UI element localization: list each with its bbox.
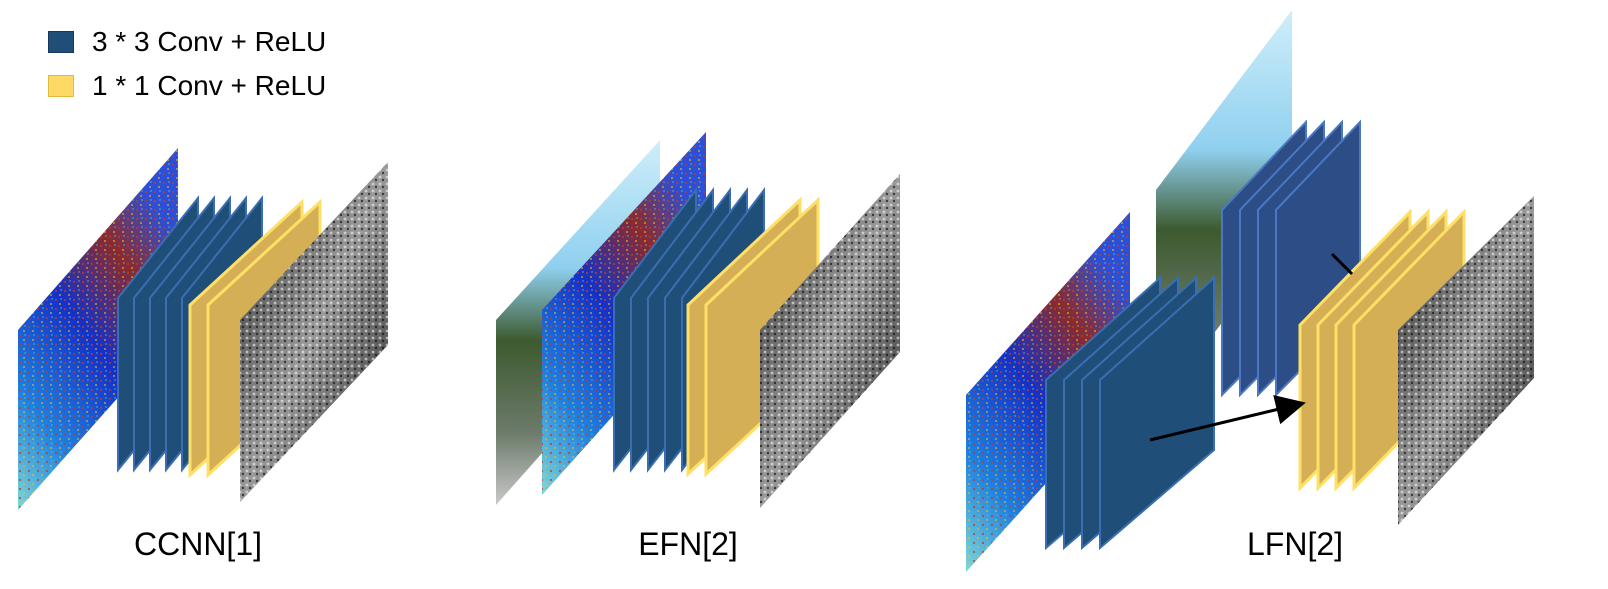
legend-item-3x3: 3 * 3 Conv + ReLU xyxy=(48,20,326,64)
conv3x3-stack-cost xyxy=(1045,275,1215,551)
confidence-map-image xyxy=(240,162,388,502)
efn-network xyxy=(496,132,900,508)
caption-ccnn: CCNN[1] xyxy=(133,526,263,562)
ccnn-network xyxy=(18,148,388,510)
cost-map-image xyxy=(18,148,178,510)
confidence-map-image xyxy=(1398,196,1534,525)
legend-label-1x1: 1 * 1 Conv + ReLU xyxy=(92,70,327,101)
arrow-line-icon xyxy=(1330,252,1354,276)
legend-swatch-1x1 xyxy=(48,75,74,97)
legend-item-1x1: 1 * 1 Conv + ReLU xyxy=(48,64,326,108)
legend-label-3x3: 3 * 3 Conv + ReLU xyxy=(92,26,327,57)
confidence-map-image xyxy=(760,174,900,508)
legend: 3 * 3 Conv + ReLU 1 * 1 Conv + ReLU xyxy=(48,20,326,108)
lfn-network xyxy=(966,10,1534,572)
caption-efn: EFN[2] xyxy=(638,526,738,562)
arrow-icon xyxy=(1149,395,1306,442)
legend-swatch-3x3 xyxy=(48,31,74,53)
caption-lfn: LFN[2] xyxy=(1246,526,1344,562)
